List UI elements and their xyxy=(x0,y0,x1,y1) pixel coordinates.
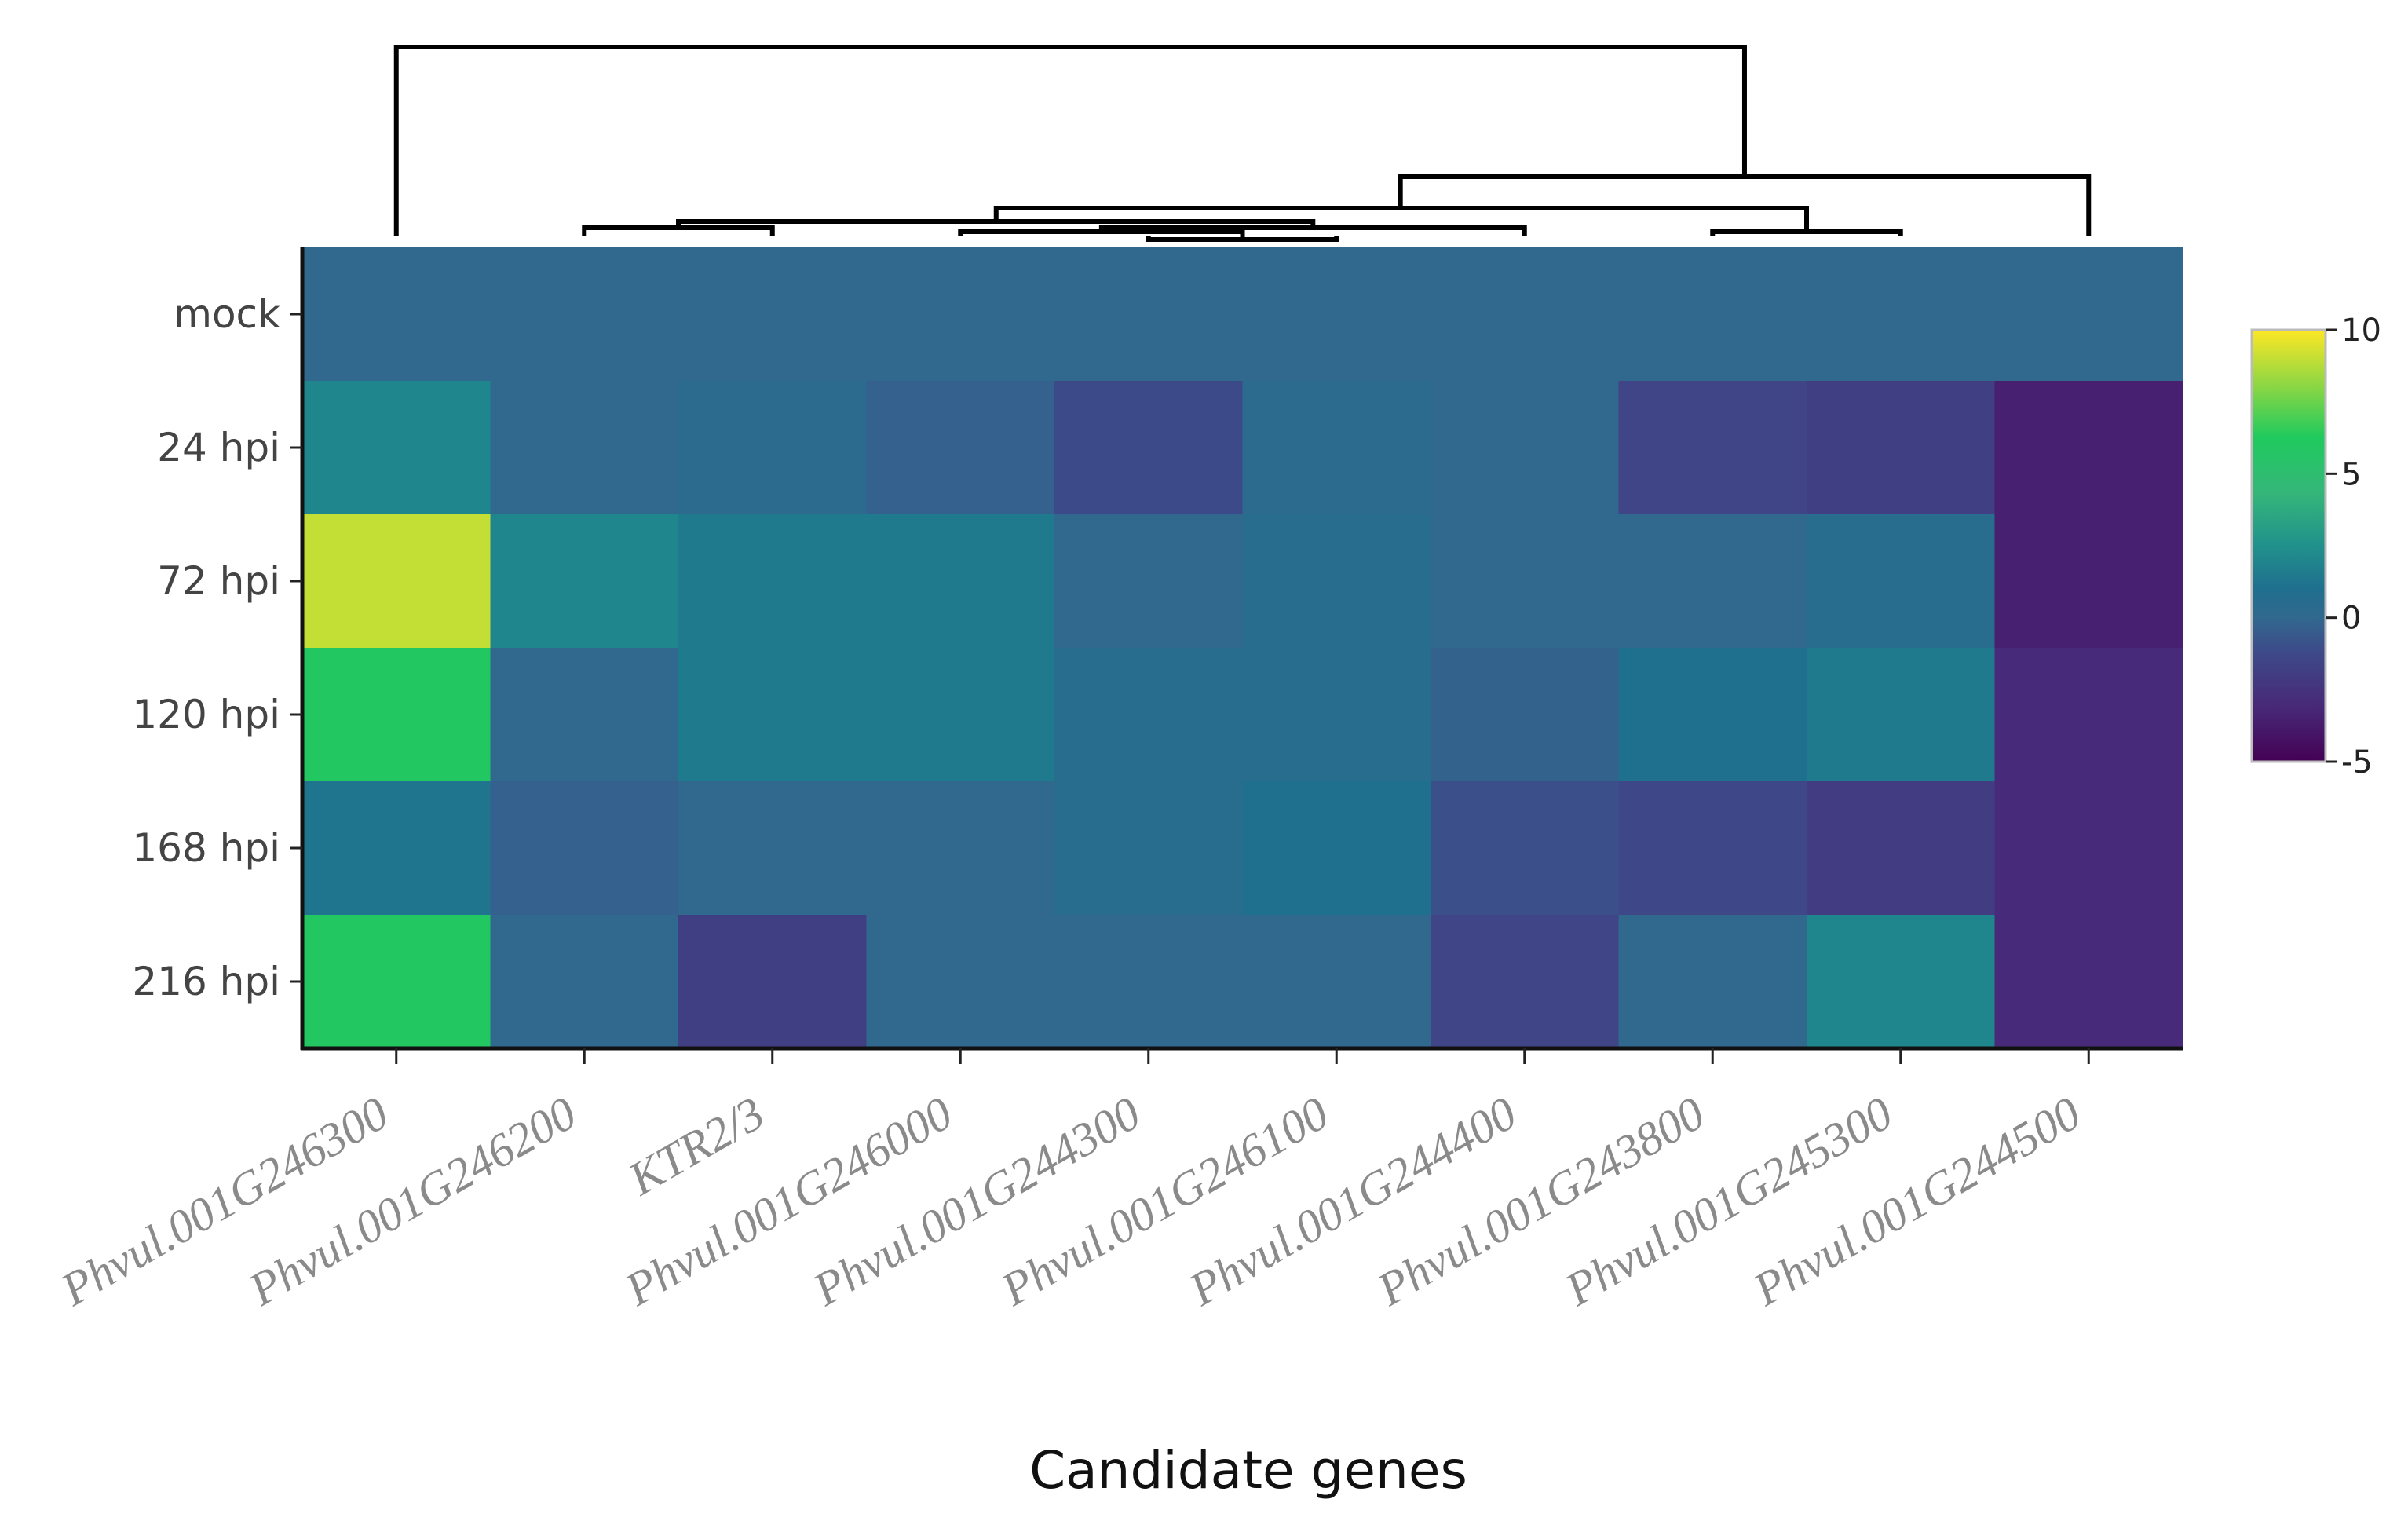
heatmap-cell xyxy=(1994,381,2183,515)
x-axis-title: Candidate genes xyxy=(1029,1440,1467,1501)
heatmap-cell xyxy=(1054,247,1244,382)
y-tick-label: 216 hpi xyxy=(132,959,280,1004)
colorbar-tick-label: 0 xyxy=(2341,601,2361,637)
heatmap-cell xyxy=(1807,247,1996,382)
column-dendrogram xyxy=(393,45,2092,242)
heatmap-cell xyxy=(302,381,491,515)
heatmap-cell xyxy=(678,648,868,782)
heatmap-cell xyxy=(1994,781,2183,916)
heatmap-cell xyxy=(1242,915,1431,1049)
heatmap-cell xyxy=(1994,648,2183,782)
heatmap-cell xyxy=(866,648,1055,782)
x-tick-label: Phvul.001G244400 xyxy=(1180,1087,1525,1316)
heatmap-grid xyxy=(302,247,2183,1049)
heatmap-cell xyxy=(302,247,491,382)
heatmap-cell xyxy=(1618,648,1807,782)
heatmap-cell xyxy=(1618,247,1807,382)
heatmap-cell xyxy=(490,648,679,782)
heatmap-cell xyxy=(866,915,1055,1049)
heatmap-cell xyxy=(1431,247,1620,382)
heatmap-cell xyxy=(1431,381,1620,515)
heatmap-cell xyxy=(866,247,1055,382)
heatmap-cell xyxy=(1994,514,2183,649)
colorbar-gradient xyxy=(2250,328,2327,763)
heatmap-cell xyxy=(1242,648,1431,782)
x-tick-label: KTR2/3 xyxy=(619,1087,773,1205)
x-tick-label: Phvul.001G246300 xyxy=(52,1087,396,1316)
x-tick-label: Phvul.001G244500 xyxy=(1744,1087,2088,1316)
x-tick-label: Phvul.001G243800 xyxy=(1368,1087,1712,1316)
colorbar-tick-label: -5 xyxy=(2341,744,2373,781)
heatmap-cell xyxy=(1054,915,1244,1049)
heatmap-cell xyxy=(302,915,491,1049)
heatmap-cell xyxy=(1994,915,2183,1049)
colorbar-tick-label: 5 xyxy=(2341,456,2361,492)
heatmap-cell xyxy=(1431,781,1620,916)
colorbar-tick-label: 10 xyxy=(2341,313,2381,349)
y-tick-label: 120 hpi xyxy=(132,692,280,737)
x-tick-label: Phvul.001G245300 xyxy=(1556,1087,1901,1316)
heatmap-cell xyxy=(1054,648,1244,782)
dendrogram-link xyxy=(582,225,775,236)
heatmap-cell xyxy=(678,781,868,916)
heatmap-cell xyxy=(1807,648,1996,782)
heatmap-cell xyxy=(678,915,868,1049)
heatmap-cell xyxy=(1807,915,1996,1049)
heatmap-cell xyxy=(1994,247,2183,382)
colorbar: 10 5 0 -5 xyxy=(2250,313,2381,781)
y-tick-label: 72 hpi xyxy=(157,558,280,604)
heatmap-cell xyxy=(678,247,868,382)
heatmap-cell xyxy=(490,514,679,649)
heatmap-cell xyxy=(1242,381,1431,515)
heatmap-cell xyxy=(1431,915,1620,1049)
heatmap-cell xyxy=(302,514,491,649)
heatmap-cell xyxy=(1618,915,1807,1049)
heatmap-cell xyxy=(1807,781,1996,916)
heatmap-cell xyxy=(490,781,679,916)
heatmap-cell xyxy=(1431,648,1620,782)
heatmap-cell xyxy=(1807,381,1996,515)
heatmap-cell xyxy=(490,381,679,515)
heatmap-cell xyxy=(302,781,491,916)
x-tick-label: Phvul.001G246000 xyxy=(616,1087,960,1316)
heatmap-cell xyxy=(1054,514,1244,649)
x-tick-label: Phvul.001G246100 xyxy=(992,1087,1336,1316)
heatmap-cell xyxy=(1242,247,1431,382)
dendrogram-link xyxy=(1710,229,1903,236)
y-axis: mock 24 hpi 72 hpi 120 hpi 168 hpi 216 hpi xyxy=(132,247,305,1050)
x-tick-label: Phvul.001G244300 xyxy=(804,1087,1149,1316)
heatmap-cell xyxy=(1618,781,1807,916)
heatmap-cell xyxy=(866,781,1055,916)
y-tick-label: 24 hpi xyxy=(157,425,280,470)
heatmap-cell xyxy=(678,381,868,515)
dendrogram-link xyxy=(393,45,1747,236)
y-tick-label: 168 hpi xyxy=(132,825,280,871)
heatmap-cell xyxy=(678,514,868,649)
heatmap-cell xyxy=(1242,514,1431,649)
heatmap-cell xyxy=(866,381,1055,515)
heatmap-cell xyxy=(1807,514,1996,649)
heatmap-cell xyxy=(1242,781,1431,916)
heatmap-cell xyxy=(1054,381,1244,515)
heatmap-cell xyxy=(1618,381,1807,515)
heatmap-cell xyxy=(1054,781,1244,916)
heatmap-cell xyxy=(866,514,1055,649)
heatmap-cell xyxy=(302,648,491,782)
heatmap-cell xyxy=(1618,514,1807,649)
heatmap-cell xyxy=(490,247,679,382)
y-tick-label: mock xyxy=(174,291,280,337)
x-tick-label: Phvul.001G246200 xyxy=(239,1087,584,1316)
heatmap-cell xyxy=(490,915,679,1049)
heatmap-cell xyxy=(1431,514,1620,649)
